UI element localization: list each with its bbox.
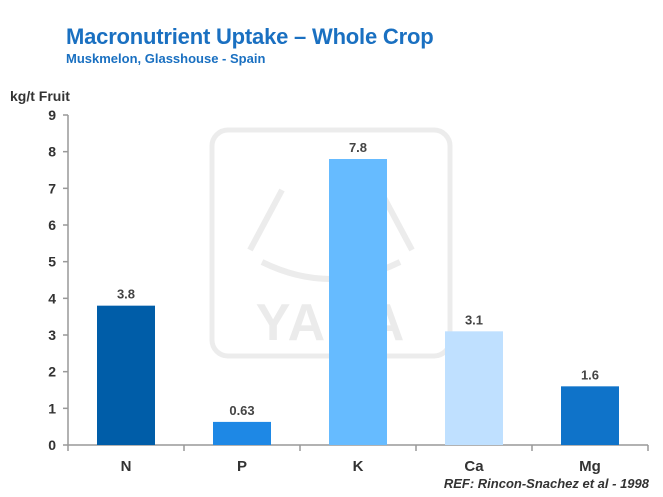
bars: 3.8 0.63 7.8 3.1 1.6 bbox=[97, 140, 619, 445]
x-ticks: N P K Ca Mg bbox=[67, 445, 649, 475]
data-label-mg: 1.6 bbox=[581, 367, 599, 382]
page-title: Macronutrient Uptake – Whole Crop bbox=[66, 24, 434, 49]
bar-k bbox=[329, 159, 387, 445]
x-tick-label-p: P bbox=[237, 458, 247, 475]
y-tick-label: 6 bbox=[48, 217, 56, 233]
x-tick-label-n: N bbox=[121, 458, 132, 475]
data-label-n: 3.8 bbox=[117, 287, 135, 302]
y-tick-label: 9 bbox=[48, 107, 56, 123]
x-tick-label-mg: Mg bbox=[579, 458, 601, 475]
y-tick-label: 0 bbox=[48, 437, 56, 453]
y-tick-label: 5 bbox=[48, 254, 56, 270]
y-ticks: 0 1 2 3 4 5 6 7 8 9 bbox=[48, 107, 68, 453]
y-tick-label: 2 bbox=[48, 364, 56, 380]
y-tick-label: 3 bbox=[48, 327, 56, 343]
y-tick-label: 7 bbox=[48, 180, 56, 196]
data-label-ca: 3.1 bbox=[465, 312, 483, 327]
y-tick-label: 8 bbox=[48, 144, 56, 160]
page-subtitle: Muskmelon, Glasshouse - Spain bbox=[66, 51, 266, 66]
x-tick-label-ca: Ca bbox=[464, 458, 484, 475]
bar-ca bbox=[445, 331, 503, 445]
y-tick-label: 1 bbox=[48, 400, 56, 416]
x-tick-label-k: K bbox=[353, 458, 364, 475]
y-tick-label: 4 bbox=[48, 290, 56, 306]
bar-n bbox=[97, 305, 155, 445]
data-label-k: 7.8 bbox=[349, 140, 367, 155]
reference-note: REF: Rincon-Snachez et al - 1998 bbox=[443, 476, 649, 491]
bar-p bbox=[213, 421, 271, 445]
data-label-p: 0.63 bbox=[229, 403, 254, 418]
y-axis-label: kg/t Fruit bbox=[10, 88, 70, 104]
bar-mg bbox=[561, 386, 619, 445]
